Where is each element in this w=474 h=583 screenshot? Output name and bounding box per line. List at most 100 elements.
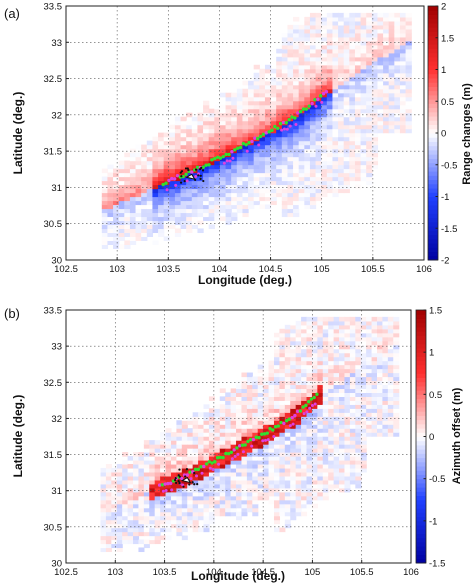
heatmap-cell — [101, 220, 109, 226]
heatmap-cell — [393, 376, 400, 382]
heatmap-cell — [328, 332, 335, 338]
heatmap-cell — [281, 152, 289, 158]
heatmap-cell — [138, 483, 145, 489]
heatmap-cell — [293, 124, 300, 130]
heatmap-cell — [326, 176, 334, 182]
heatmap-cell — [236, 180, 244, 186]
heatmap-cell — [116, 495, 123, 501]
heatmap-cell — [180, 156, 187, 162]
heatmap-cell — [293, 200, 300, 206]
heatmap-cell — [349, 116, 356, 122]
heatmap-cell — [208, 124, 215, 130]
heatmap-cell — [146, 212, 154, 218]
heatmap-cell — [170, 463, 177, 469]
heatmap-cell — [231, 216, 238, 222]
heatmap-cell — [317, 352, 324, 358]
heatmap-cell — [141, 236, 148, 241]
heatmap-cell — [197, 180, 204, 186]
heatmap-cell — [287, 128, 294, 134]
heatmap-cell — [101, 228, 109, 234]
heatmap-cell — [236, 112, 244, 118]
heatmap-cell — [264, 136, 272, 142]
fault-marker — [294, 122, 298, 126]
heatmap-cell — [382, 408, 389, 413]
heatmap-cell — [328, 400, 335, 405]
heatmap-cell — [344, 448, 351, 453]
fault-marker — [254, 435, 258, 439]
fault-marker — [290, 115, 294, 119]
colorbar-segment — [428, 128, 438, 134]
heatmap-cell — [143, 448, 150, 453]
heatmap-cell — [273, 452, 281, 457]
heatmap-cell — [301, 388, 308, 394]
heatmap-cell — [383, 96, 390, 102]
heatmap-cell — [376, 400, 384, 405]
heatmap-cell — [187, 503, 194, 509]
heatmap-cell — [343, 184, 350, 190]
heatmap-cell — [339, 456, 346, 461]
heatmap-cell — [152, 220, 159, 226]
heatmap-cell — [122, 452, 129, 457]
heatmap-cell — [203, 176, 210, 182]
heatmap-cell — [133, 491, 140, 497]
heatmap-cell — [360, 108, 367, 114]
heatmap-cell — [100, 475, 107, 481]
heatmap-cell — [163, 168, 170, 174]
heatmap-cell — [208, 172, 215, 178]
heatmap-cell — [259, 68, 266, 74]
heatmap-cell — [253, 124, 260, 130]
heatmap-cell — [225, 200, 232, 206]
heatmap-cell — [333, 396, 340, 401]
heatmap-cell — [322, 487, 329, 493]
heatmap-cell — [388, 76, 395, 82]
fault-marker — [168, 481, 173, 486]
heatmap-cell — [326, 152, 334, 158]
y-tick-label: 31 — [51, 183, 62, 194]
heatmap-cell — [181, 452, 188, 457]
heatmap-cell — [306, 396, 313, 401]
heatmap-cell — [343, 168, 350, 174]
colorbar-segment — [416, 428, 426, 433]
heatmap-cell — [388, 96, 395, 102]
heatmap-cell — [293, 76, 300, 82]
heatmap-cell — [225, 463, 232, 469]
heatmap-cell — [376, 356, 384, 362]
heatmap-cell — [338, 88, 345, 94]
heatmap-cell — [101, 244, 109, 249]
heatmap-cell — [304, 132, 311, 138]
fault-marker — [284, 121, 289, 125]
heatmap-cell — [338, 92, 345, 98]
heatmap-cell — [366, 316, 373, 322]
fault-marker — [230, 149, 234, 154]
heatmap-cell — [219, 483, 226, 489]
heatmap-cell — [287, 120, 294, 126]
heatmap-cell — [290, 320, 297, 326]
heatmap-cell — [382, 320, 389, 326]
heatmap-cell — [105, 479, 112, 485]
heatmap-cell — [284, 424, 291, 429]
heatmap-cell — [317, 316, 324, 322]
heatmap-cell — [315, 44, 322, 50]
heatmap-cell — [248, 144, 255, 150]
heatmap-cell — [113, 240, 120, 245]
heatmap-cell — [107, 232, 114, 238]
colorbar-segment — [416, 491, 426, 497]
heatmap-cell — [127, 479, 134, 485]
heatmap-cell — [344, 408, 351, 413]
heatmap-cell — [376, 360, 384, 366]
heatmap-cell — [208, 184, 215, 190]
heatmap-cell — [181, 491, 188, 497]
heatmap-cell — [163, 160, 170, 166]
heatmap-cell — [311, 440, 318, 445]
heatmap-cell — [315, 64, 322, 70]
heatmap-cell — [317, 388, 324, 394]
heatmap-cell — [149, 483, 156, 489]
heatmap-cell — [273, 471, 281, 477]
heatmap-cell — [354, 20, 362, 26]
heatmap-cell — [181, 499, 188, 505]
heatmap-cell — [332, 72, 339, 78]
heatmap-cell — [192, 412, 199, 417]
heatmap-cell — [284, 336, 291, 342]
heatmap-cell — [349, 148, 356, 154]
heatmap-cell — [122, 503, 129, 509]
